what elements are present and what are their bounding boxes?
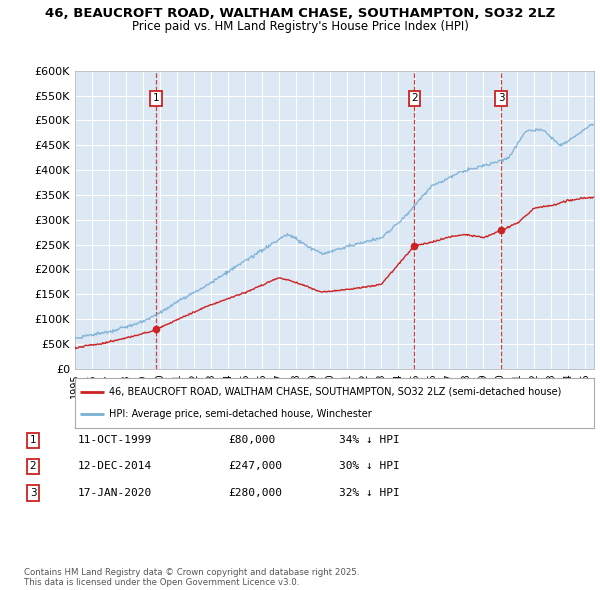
Text: Contains HM Land Registry data © Crown copyright and database right 2025.
This d: Contains HM Land Registry data © Crown c… — [24, 568, 359, 587]
Text: Price paid vs. HM Land Registry's House Price Index (HPI): Price paid vs. HM Land Registry's House … — [131, 20, 469, 33]
Text: £280,000: £280,000 — [228, 488, 282, 498]
Text: 3: 3 — [29, 488, 37, 498]
Text: 32% ↓ HPI: 32% ↓ HPI — [339, 488, 400, 498]
Text: £247,000: £247,000 — [228, 461, 282, 471]
Text: 11-OCT-1999: 11-OCT-1999 — [78, 435, 152, 445]
Text: 46, BEAUCROFT ROAD, WALTHAM CHASE, SOUTHAMPTON, SO32 2LZ (semi-detached house): 46, BEAUCROFT ROAD, WALTHAM CHASE, SOUTH… — [109, 386, 561, 396]
Text: 17-JAN-2020: 17-JAN-2020 — [78, 488, 152, 498]
Text: 2: 2 — [411, 93, 418, 103]
Text: HPI: Average price, semi-detached house, Winchester: HPI: Average price, semi-detached house,… — [109, 409, 371, 419]
Text: £80,000: £80,000 — [228, 435, 275, 445]
Text: 12-DEC-2014: 12-DEC-2014 — [78, 461, 152, 471]
Text: 3: 3 — [498, 93, 505, 103]
Text: 34% ↓ HPI: 34% ↓ HPI — [339, 435, 400, 445]
Text: 46, BEAUCROFT ROAD, WALTHAM CHASE, SOUTHAMPTON, SO32 2LZ: 46, BEAUCROFT ROAD, WALTHAM CHASE, SOUTH… — [45, 7, 555, 20]
Text: 1: 1 — [29, 435, 37, 445]
Text: 30% ↓ HPI: 30% ↓ HPI — [339, 461, 400, 471]
Text: 1: 1 — [153, 93, 160, 103]
Text: 2: 2 — [29, 461, 37, 471]
